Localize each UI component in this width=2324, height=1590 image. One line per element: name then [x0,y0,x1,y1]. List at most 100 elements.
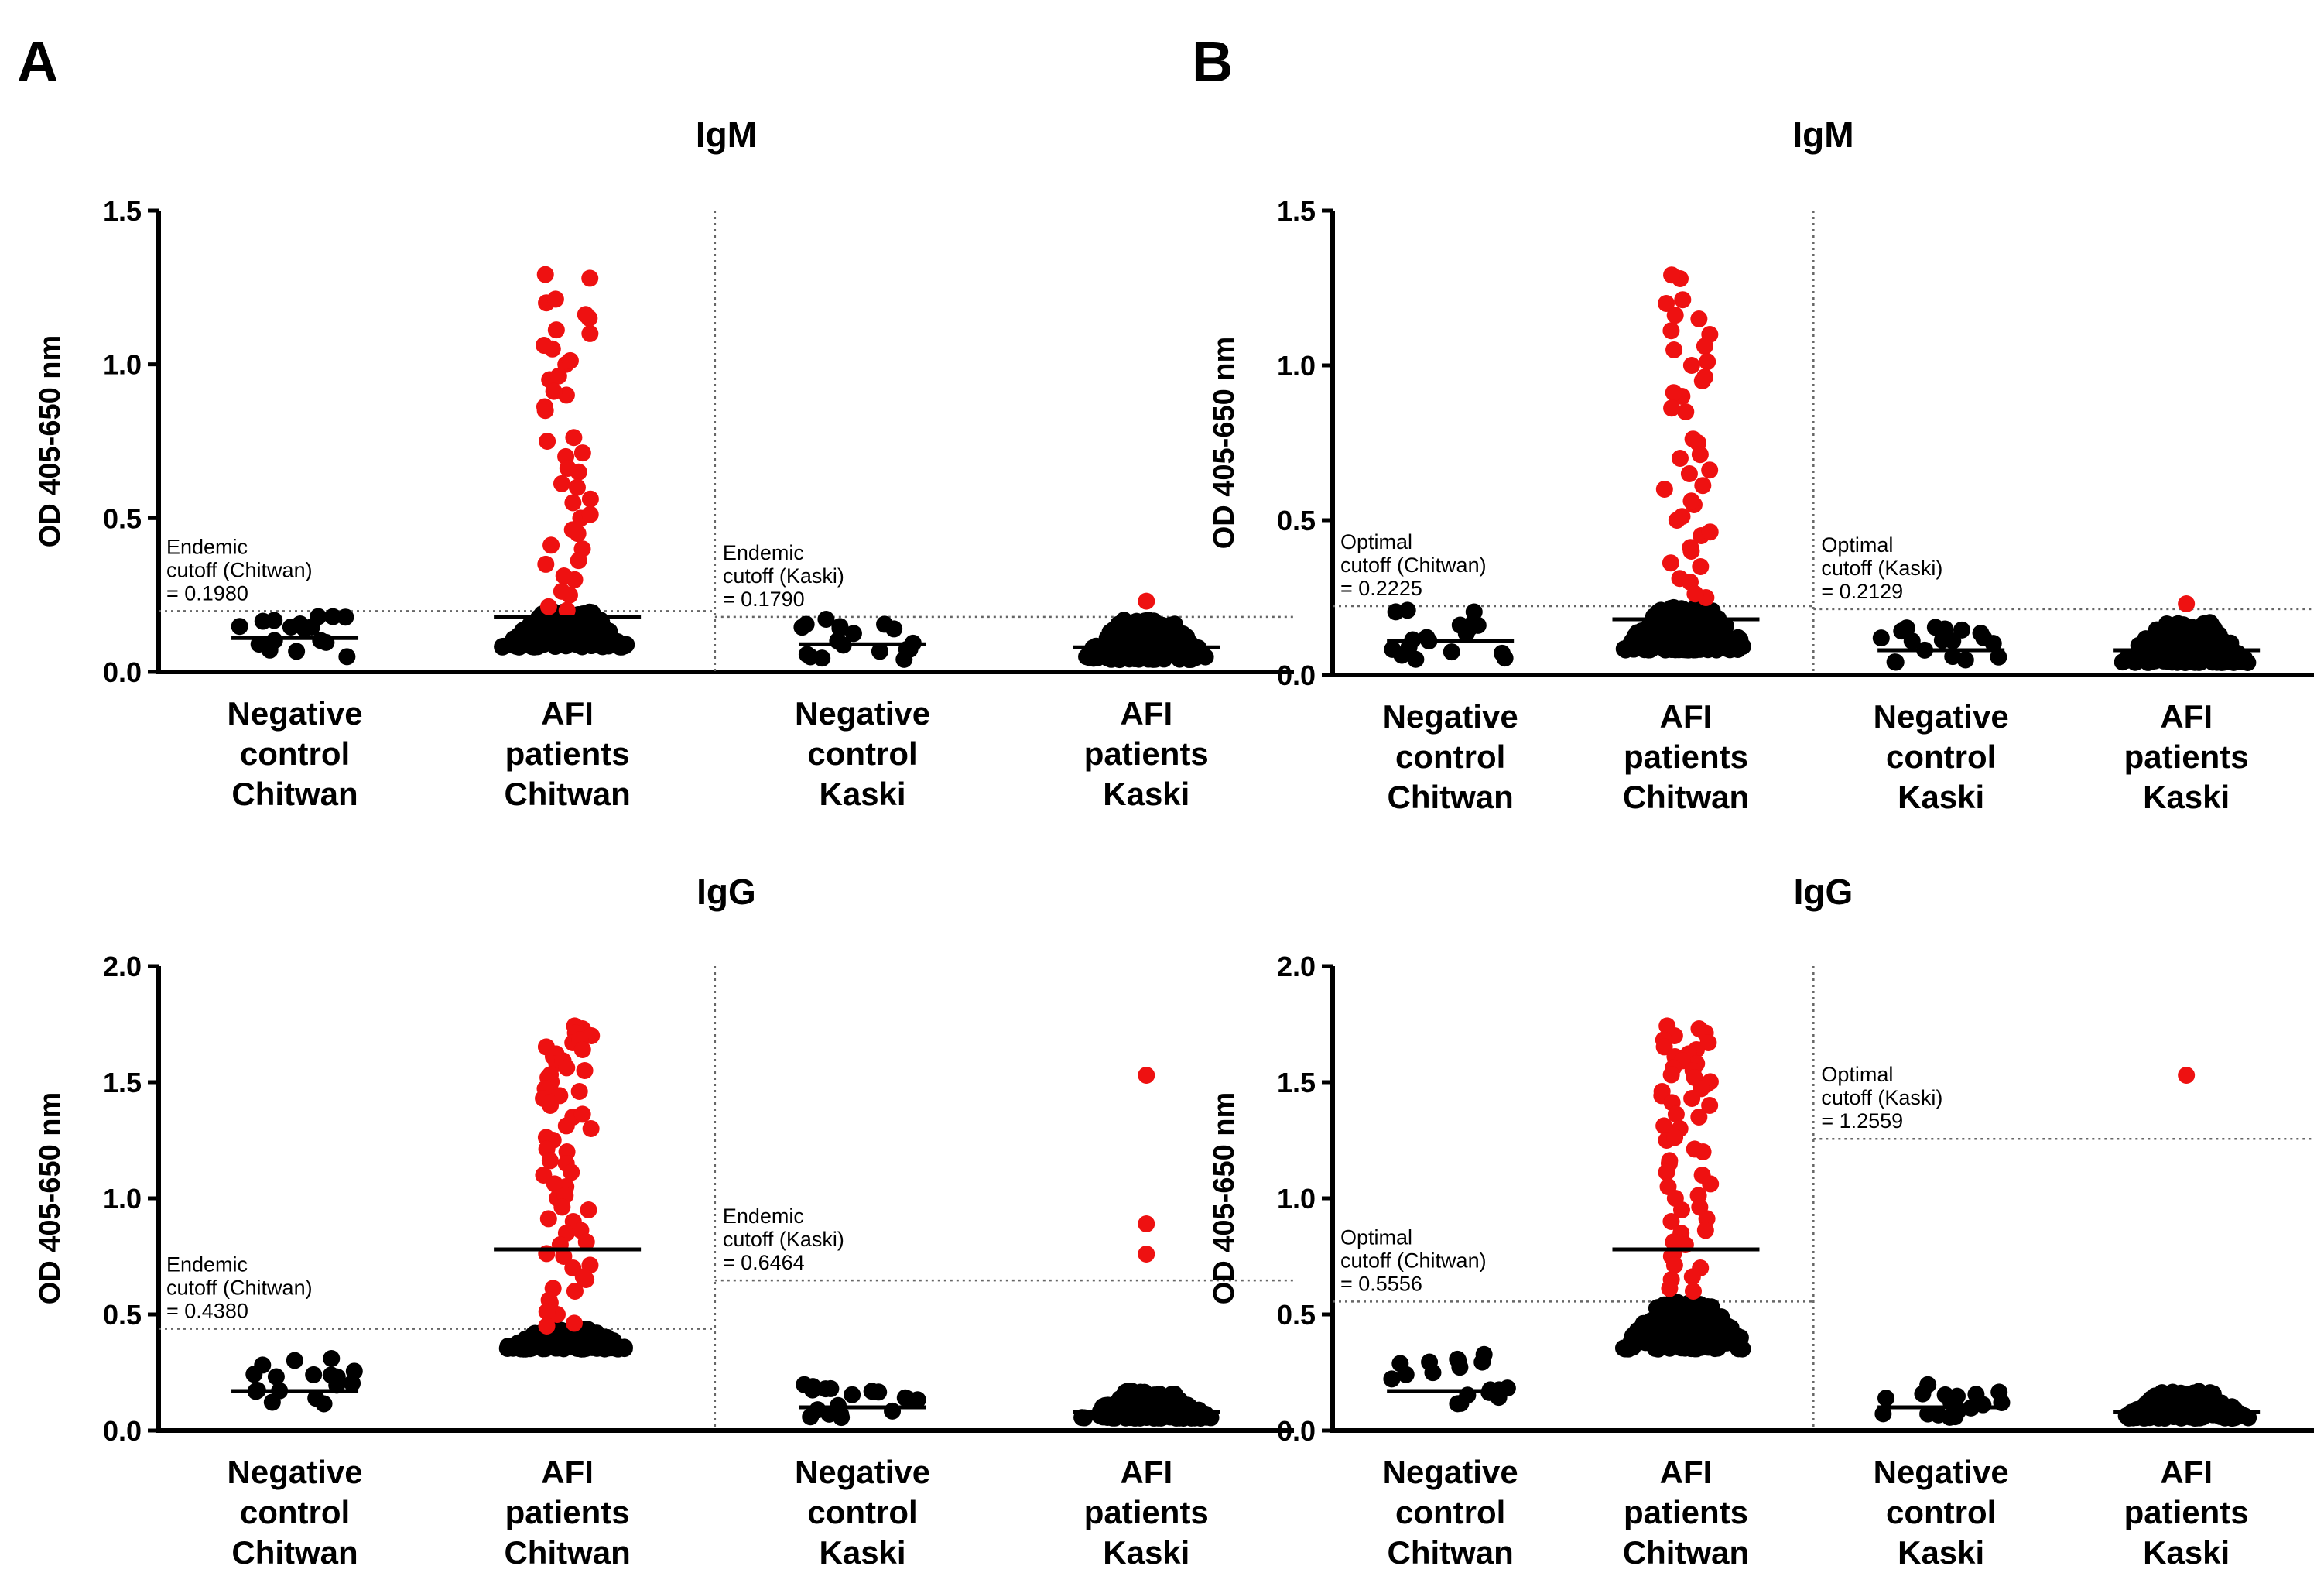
data-point [816,1380,834,1398]
category-label: Chitwan [231,776,358,812]
cutoff-label: cutoff (Kaski) [1821,557,1942,580]
data-point [896,1389,914,1407]
data-point [2176,653,2194,671]
category-label: patients [1084,735,1209,772]
category-label: control [1395,1494,1505,1530]
data-point [1149,1388,1167,1406]
data-point-positive [565,429,583,447]
data-point [1141,618,1159,636]
data-point [793,619,811,636]
category-label: AFI [1660,698,1713,735]
data-point-positive [558,1059,576,1077]
category-label: Chitwan [1623,779,1749,815]
data-point [1121,1406,1138,1424]
data-point-positive [1138,592,1155,610]
data-point-positive [1699,353,1716,371]
y-axis-label: OD 405-650 nm [34,1092,67,1305]
data-point [231,618,248,636]
data-point [1874,1405,1892,1423]
data-point [829,632,847,649]
data-point-positive [561,351,579,369]
cutoff-label: Optimal [1340,530,1412,553]
data-point [1196,648,1214,666]
data-point-positive [566,1283,584,1300]
category-label: control [1395,738,1505,775]
category-label: control [1886,1494,1996,1530]
data-point [1400,639,1418,656]
y-tick-label: 0.0 [103,1415,142,1447]
category-label: AFI [541,695,594,732]
data-point [312,632,330,649]
panel-label-a: A [17,29,58,94]
data-point-positive [1658,1163,1675,1181]
data-point-positive [545,382,563,400]
data-point-positive [1662,1213,1680,1230]
data-point [870,1383,888,1401]
data-point-positive [1683,1090,1701,1107]
data-point [305,1366,323,1383]
data-point [338,648,356,666]
data-point-positive [1665,341,1683,358]
data-point-positive [1680,465,1698,482]
data-point [513,1335,531,1352]
data-point-positive [1673,508,1691,526]
data-point [1110,615,1128,633]
data-point [1398,601,1416,619]
data-point [322,1366,340,1384]
data-point [2189,635,2207,653]
cutoff-label: cutoff (Chitwan) [166,558,313,581]
data-point-positive [577,306,594,324]
data-point [296,620,313,638]
category-label: Negative [228,1454,363,1490]
data-point-positive [1690,310,1708,327]
category-label: Negative [1874,698,2009,735]
y-tick-label: 0.0 [1277,1415,1316,1447]
data-point [1919,1405,1937,1423]
data-point [1128,649,1145,666]
category-label: Negative [228,695,363,732]
data-point-positive [564,494,582,512]
chart-title: IgM [696,115,757,155]
data-point-positive [1662,322,1680,340]
data-point-positive [539,1210,557,1228]
data-point-positive [570,1083,588,1100]
data-point-positive [1667,1105,1685,1123]
data-point [591,617,609,635]
cutoff-label: Endemic [723,1204,804,1228]
data-point-positive [549,367,567,385]
category-label: Chitwan [504,776,630,812]
data-point-positive [1662,1066,1680,1084]
data-point-positive [536,398,553,416]
data-point [817,610,835,628]
data-point-positive [1701,1097,1719,1114]
cutoff-label: cutoff (Kaski) [723,564,844,588]
data-point-positive [547,321,565,339]
data-point-positive [570,552,587,570]
data-point-positive [1702,1175,1720,1193]
category-label: control [807,1494,917,1530]
y-tick-label: 2.0 [1277,951,1316,982]
y-tick-label: 2.0 [103,951,142,982]
data-point-positive [538,1303,556,1321]
data-point [265,612,283,629]
data-point [1682,1326,1700,1344]
data-point-positive [2178,1067,2196,1084]
data-point-positive [1682,357,1700,374]
data-point-positive [1138,1246,1155,1263]
data-point [1926,619,1944,636]
data-point [286,1352,303,1369]
data-point [2190,1385,2208,1403]
data-point [798,646,816,663]
data-point-positive [1658,295,1675,312]
category-label: Negative [795,695,930,732]
data-point [1872,629,1890,647]
data-point [2142,653,2160,670]
category-label: Kaski [1103,1534,1189,1571]
data-point [310,608,327,625]
data-point-positive [1692,558,1710,575]
data-point-positive [1665,384,1682,402]
data-point [1722,629,1740,647]
